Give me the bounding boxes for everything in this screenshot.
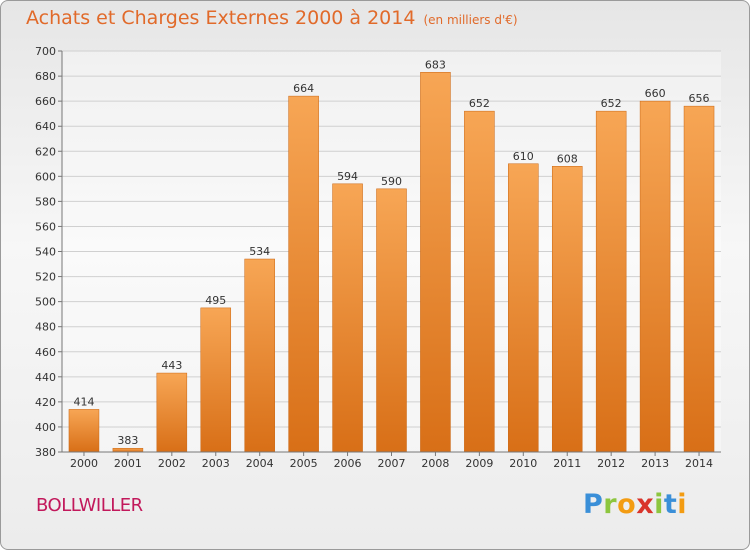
y-tick-label: 460 xyxy=(35,346,56,359)
bar-value-label: 664 xyxy=(293,82,314,95)
bar xyxy=(464,110,495,453)
x-tick-label: 2008 xyxy=(421,457,449,470)
x-tick-label: 2011 xyxy=(553,457,581,470)
proxiti-logo: Proxiti xyxy=(583,489,687,520)
bar-value-label: 594 xyxy=(337,170,358,183)
y-tick-label: 400 xyxy=(35,421,56,434)
x-tick-label: 2010 xyxy=(509,457,537,470)
bar xyxy=(508,163,539,453)
chart-subtitle: (en milliers d'€) xyxy=(423,13,518,27)
bar-value-label: 534 xyxy=(249,245,270,258)
x-tick-label: 2013 xyxy=(641,457,669,470)
y-tick-label: 480 xyxy=(35,321,56,334)
y-tick-label: 700 xyxy=(35,45,56,58)
bar xyxy=(68,409,100,453)
bars: 414 383 443 495 534 664 594 590 683 652 610 608 652 6… xyxy=(68,58,715,453)
bar-value-label: 652 xyxy=(601,97,622,110)
bar-value-label: 383 xyxy=(117,434,138,447)
bar-value-label: 656 xyxy=(689,92,710,105)
y-tick-label: 380 xyxy=(35,446,56,459)
y-tick-label: 640 xyxy=(35,120,56,133)
y-tick-label: 620 xyxy=(35,145,56,158)
x-tick-label: 2000 xyxy=(70,457,98,470)
y-tick-label: 680 xyxy=(35,70,56,83)
bar xyxy=(376,188,407,453)
y-tick-label: 420 xyxy=(35,396,56,409)
x-tick-label: 2001 xyxy=(114,457,142,470)
bar-value-label: 652 xyxy=(469,97,490,110)
bar-value-label: 443 xyxy=(161,359,182,372)
chart-title: Achats et Charges Externes 2000 à 2014 (e… xyxy=(26,7,518,29)
bar xyxy=(332,183,363,453)
x-axis: 2000 2001 2002 2003 2004 2005 2006 2007 2008 2009… xyxy=(62,451,721,470)
location-name: BOLLWILLER xyxy=(36,495,143,516)
y-axis: 380 400 420 440 460 480 500 520 540 560 580 600 620 6… xyxy=(35,45,63,459)
bar xyxy=(200,307,232,453)
logo-letter: P xyxy=(583,489,604,520)
bar-value-label: 495 xyxy=(205,294,226,307)
bar xyxy=(420,72,451,453)
logo-letter: x xyxy=(636,489,655,520)
bar xyxy=(551,166,583,453)
bar xyxy=(683,105,715,453)
x-tick-label: 2004 xyxy=(246,457,274,470)
x-tick-label: 2014 xyxy=(685,457,713,470)
bar-value-label: 590 xyxy=(381,175,402,188)
bar-value-label: 608 xyxy=(557,152,578,165)
y-tick-label: 500 xyxy=(35,296,56,309)
x-tick-label: 2002 xyxy=(158,457,186,470)
x-tick-label: 2003 xyxy=(202,457,230,470)
logo-letter: i xyxy=(654,489,664,520)
bar xyxy=(244,258,275,453)
y-tick-label: 540 xyxy=(35,246,56,259)
bar-value-label: 414 xyxy=(73,395,94,408)
bar-value-label: 660 xyxy=(645,87,666,100)
x-tick-label: 2006 xyxy=(334,457,362,470)
y-tick-label: 440 xyxy=(35,371,56,384)
logo-letter: r xyxy=(603,489,618,520)
chart-title-text: Achats et Charges Externes 2000 à 2014 xyxy=(26,7,416,29)
bar xyxy=(112,447,144,453)
bar-value-label: 683 xyxy=(425,58,446,71)
bar xyxy=(288,95,319,453)
y-tick-label: 580 xyxy=(35,195,56,208)
y-tick-label: 660 xyxy=(35,95,56,108)
logo-letter: i xyxy=(677,489,688,520)
x-tick-label: 2012 xyxy=(597,457,625,470)
x-tick-label: 2005 xyxy=(290,457,318,470)
logo-letter: o xyxy=(617,489,637,520)
x-tick-label: 2007 xyxy=(378,457,406,470)
bar-value-label: 610 xyxy=(513,150,534,163)
bar xyxy=(639,100,671,453)
y-tick-label: 560 xyxy=(35,220,56,233)
bar xyxy=(595,110,627,453)
logo-letter: t xyxy=(663,489,678,520)
y-tick-label: 520 xyxy=(35,271,56,284)
y-tick-label: 600 xyxy=(35,170,56,183)
x-tick-label: 2009 xyxy=(465,457,493,470)
bar xyxy=(156,372,188,453)
